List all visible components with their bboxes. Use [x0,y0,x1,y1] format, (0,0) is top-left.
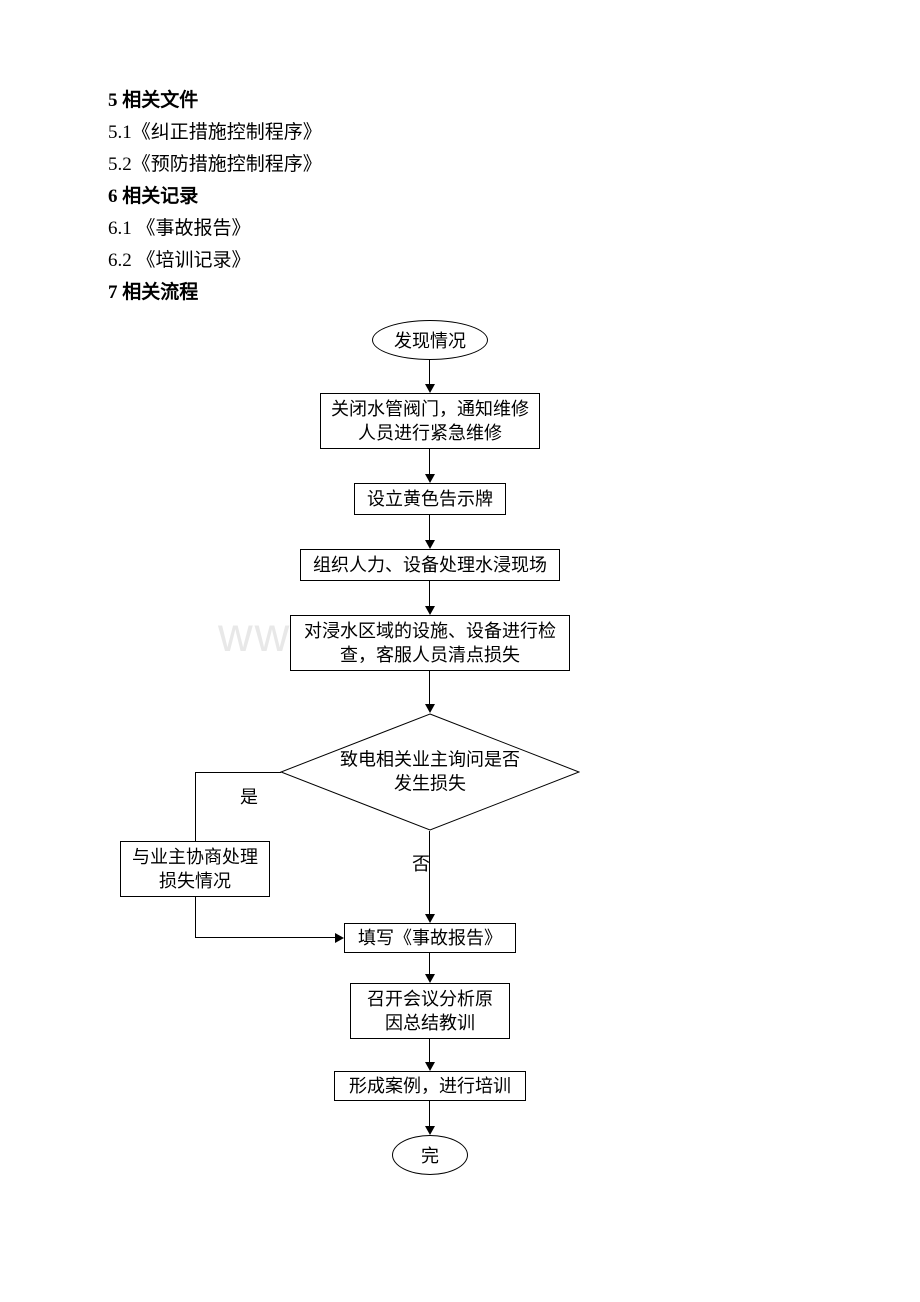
n5-node: 填写《事故报告》 [344,923,516,953]
n1-text: 关闭水管阀门，通知维修人员进行紧急维修 [329,397,531,446]
heading-5: 5 相关文件 [108,85,322,117]
n2-text: 设立黄色告示牌 [367,487,493,511]
arrow-icon [425,384,435,393]
item-5-2: 5.2《预防措施控制程序》 [108,149,322,181]
yes-branch-text: 与业主协商处理损失情况 [129,845,261,894]
start-text: 发现情况 [394,327,466,353]
no-label: 否 [412,850,430,876]
connector [429,671,430,704]
arrow-icon [425,914,435,923]
n3-node: 组织人力、设备处理水浸现场 [300,549,560,581]
yes-branch-node: 与业主协商处理损失情况 [120,841,270,897]
n4-node: 对浸水区域的设施、设备进行检查，客服人员清点损失 [290,615,570,671]
arrow-icon [425,606,435,615]
heading-6: 6 相关记录 [108,181,322,213]
end-text: 完 [421,1142,439,1168]
n7-node: 形成案例，进行培训 [334,1071,526,1101]
connector [429,360,430,384]
n6-node: 召开会议分析原因总结教训 [350,983,510,1039]
connector [429,449,430,474]
connector [195,772,281,773]
decision-text: 致电相关业主询问是否发生损失 [340,748,520,797]
connector [429,581,430,606]
connector [195,772,196,841]
arrow-icon [425,1126,435,1135]
flowchart: 发现情况 关闭水管阀门，通知维修人员进行紧急维修 设立黄色告示牌 组织人力、设备… [0,315,920,1275]
item-6-2: 6.2 《培训记录》 [108,245,322,277]
connector [429,1039,430,1062]
document-text: 5 相关文件 5.1《纠正措施控制程序》 5.2《预防措施控制程序》 6 相关记… [108,85,322,309]
n5-text: 填写《事故报告》 [358,926,502,950]
arrow-icon [335,933,344,943]
arrow-icon [425,974,435,983]
connector [429,1101,430,1126]
connector [429,515,430,540]
item-5-1: 5.1《纠正措施控制程序》 [108,117,322,149]
heading-7: 7 相关流程 [108,277,322,309]
decision-node: 致电相关业主询问是否发生损失 [280,713,580,831]
n4-text: 对浸水区域的设施、设备进行检查，客服人员清点损失 [299,619,561,668]
n7-text: 形成案例，进行培训 [349,1074,511,1098]
arrow-icon [425,540,435,549]
n2-node: 设立黄色告示牌 [354,483,506,515]
n1-node: 关闭水管阀门，通知维修人员进行紧急维修 [320,393,540,449]
arrow-icon [425,474,435,483]
end-node: 完 [392,1135,468,1175]
n3-text: 组织人力、设备处理水浸现场 [313,553,547,577]
start-node: 发现情况 [372,320,488,360]
item-6-1: 6.1 《事故报告》 [108,213,322,245]
arrow-icon [425,1062,435,1071]
connector [195,937,335,938]
connector [195,897,196,937]
n6-text: 召开会议分析原因总结教训 [359,987,501,1036]
arrow-icon [425,704,435,713]
connector [429,953,430,974]
yes-label: 是 [240,783,258,809]
